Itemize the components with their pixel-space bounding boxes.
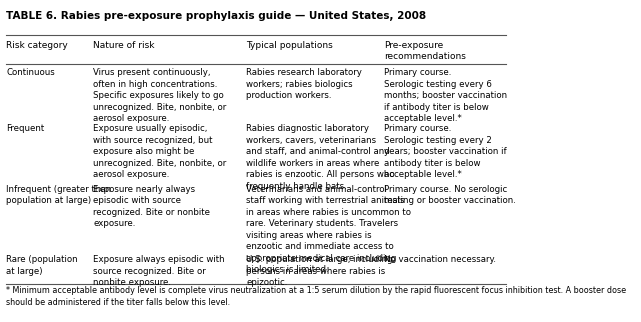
Text: Nature of risk: Nature of risk: [93, 41, 154, 50]
Text: Primary course. No serologic
testing or booster vaccination.: Primary course. No serologic testing or …: [384, 185, 516, 205]
Text: Typical populations: Typical populations: [246, 41, 333, 50]
Text: U.S. population at large, including
persons in areas where rabies is
epizootic.: U.S. population at large, including pers…: [246, 255, 393, 287]
Text: Rabies research laboratory
workers; rabies biologics
production workers.: Rabies research laboratory workers; rabi…: [246, 69, 362, 100]
Text: * Minimum acceptable antibody level is complete virus neutralization at a 1:5 se: * Minimum acceptable antibody level is c…: [6, 286, 627, 307]
Text: Veterinarians and animal-control
staff working with terrestrial animals
in areas: Veterinarians and animal-control staff w…: [246, 185, 411, 274]
Text: Virus present continuously,
often in high concentrations.
Specific exposures lik: Virus present continuously, often in hig…: [93, 69, 226, 123]
Text: Primary course.
Serologic testing every 6
months; booster vaccination
if antibod: Primary course. Serologic testing every …: [384, 69, 507, 123]
Text: Continuous: Continuous: [6, 69, 55, 77]
Text: Exposure nearly always
episodic with source
recognized. Bite or nonbite
exposure: Exposure nearly always episodic with sou…: [93, 185, 210, 228]
Text: Frequent: Frequent: [6, 124, 45, 133]
Text: Pre-exposure
recommendations: Pre-exposure recommendations: [384, 41, 466, 62]
Text: TABLE 6. Rabies pre-exposure prophylaxis guide — United States, 2008: TABLE 6. Rabies pre-exposure prophylaxis…: [6, 11, 427, 21]
Text: No vaccination necessary.: No vaccination necessary.: [384, 255, 496, 264]
Text: Exposure always episodic with
source recognized. Bite or
nonbite exposure.: Exposure always episodic with source rec…: [93, 255, 225, 287]
Text: Risk category: Risk category: [6, 41, 68, 50]
Text: Rabies diagnostic laboratory
workers, cavers, veterinarians
and staff, and anima: Rabies diagnostic laboratory workers, ca…: [246, 124, 395, 191]
Text: Rare (population
at large): Rare (population at large): [6, 255, 78, 276]
Text: Primary course.
Serologic testing every 2
years; booster vaccination if
antibody: Primary course. Serologic testing every …: [384, 124, 506, 179]
Text: Exposure usually episodic,
with source recognized, but
exposure also might be
un: Exposure usually episodic, with source r…: [93, 124, 226, 179]
Text: Infrequent (greater than
population at large): Infrequent (greater than population at l…: [6, 185, 112, 205]
